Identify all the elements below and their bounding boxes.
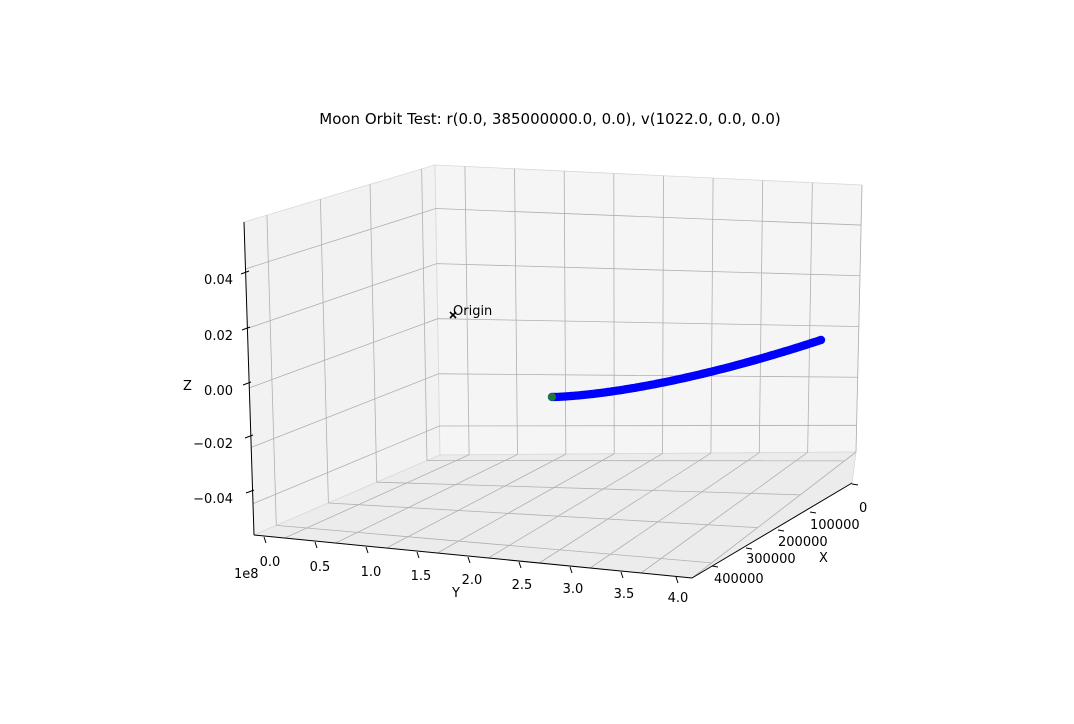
grid-line (284, 454, 470, 539)
grid-line (249, 318, 859, 389)
grid-line (710, 178, 714, 454)
grid-line (421, 168, 428, 461)
y-ticks: 0.0 0.5 1.0 1.5 2.0 2.5 3.0 3.5 4.0 (260, 536, 689, 606)
grid-line (369, 184, 378, 483)
y-tick-mark (518, 561, 522, 569)
y-tick-label: 1.0 (361, 565, 382, 580)
grid-line (320, 199, 329, 504)
grid-line (662, 175, 664, 454)
start-point (548, 393, 556, 401)
origin-annotation: Origin (453, 304, 492, 319)
grid-line (328, 502, 758, 528)
y-tick-mark (467, 556, 471, 564)
y-tick-label: 3.5 (614, 587, 635, 602)
x-tick-mark (809, 511, 817, 514)
z-tick-label: 0.04 (204, 273, 233, 288)
grid-line (245, 208, 862, 270)
grid-line (758, 180, 764, 453)
grid-line (488, 453, 663, 559)
z-axis-label: Z (183, 379, 192, 394)
z-tick-label: 0.02 (204, 329, 233, 344)
x-tick-label: 200000 (778, 535, 828, 550)
grid-line (335, 454, 518, 544)
y-tick-mark (416, 551, 420, 559)
axis-lines (243, 221, 853, 579)
grid-line (247, 263, 860, 329)
grid-line (252, 424, 857, 505)
grid-line (589, 452, 760, 569)
y-offset-label: 1e8 (234, 567, 259, 582)
grid-line (266, 215, 277, 526)
x-tick-mark (777, 529, 785, 532)
z-tick-mark (245, 489, 255, 494)
grid-line (514, 168, 518, 455)
y-tick-label: 2.5 (512, 578, 533, 593)
y-tick-mark (314, 541, 318, 549)
grid-line (855, 184, 863, 453)
back-pane (434, 164, 863, 456)
x-axis-line (691, 482, 853, 579)
grid-line (563, 171, 567, 455)
z-ticks: 0.04 0.02 0.00 −0.02 −0.04 (193, 270, 255, 507)
x-tick-mark (745, 547, 753, 550)
x-tick-label: 300000 (746, 552, 796, 567)
z-tick-label: −0.04 (193, 492, 233, 507)
orbit-series (547, 335, 826, 402)
y-tick-label: 1.5 (411, 569, 432, 584)
orbit-point (816, 335, 826, 345)
z-tick-mark (241, 326, 251, 331)
grid-line (386, 453, 567, 549)
origin-marker (449, 311, 457, 319)
z-tick-label: 0.00 (204, 384, 233, 399)
y-tick-mark (365, 546, 369, 554)
grid-line (251, 373, 858, 448)
grid-line (539, 452, 712, 564)
grid-line (691, 451, 857, 579)
y-tick-mark (675, 576, 679, 584)
chart-title: Moon Orbit Test: r(0.0, 385000000.0, 0.0… (319, 110, 780, 128)
grid-line (807, 182, 813, 453)
y-tick-label: 3.0 (563, 582, 584, 597)
grid-line (640, 452, 808, 574)
grid-line (276, 525, 712, 564)
x-tick-label: 100000 (810, 518, 860, 533)
grid-lines (245, 166, 863, 579)
y-tick-mark (569, 566, 573, 574)
y-tick-mark (620, 571, 624, 579)
y-tick-label: 2.0 (462, 573, 483, 588)
y-axis-line (253, 534, 693, 579)
y-tick-mark (263, 536, 267, 544)
z-tick-label: −0.02 (193, 437, 233, 452)
y-tick-label: 4.0 (668, 591, 689, 606)
y-tick-label: 0.0 (260, 555, 281, 570)
x-axis-label: X (819, 551, 828, 566)
grid-line (464, 166, 470, 455)
grid-line (376, 481, 801, 496)
grid-line (437, 453, 615, 554)
y-tick-label: 0.5 (310, 560, 331, 575)
x-tick-label: 0 (859, 501, 867, 516)
x-tick-mark (711, 565, 719, 568)
z-tick-mark (240, 270, 250, 275)
z-axis-line (243, 221, 255, 536)
z-tick-mark (242, 381, 252, 386)
y-axis-label: Y (451, 586, 460, 601)
z-tick-mark (244, 434, 254, 439)
x-ticks: 0 100000 200000 300000 400000 (711, 483, 867, 587)
x-tick-mark (851, 483, 859, 486)
x-tick-label: 400000 (714, 572, 764, 587)
